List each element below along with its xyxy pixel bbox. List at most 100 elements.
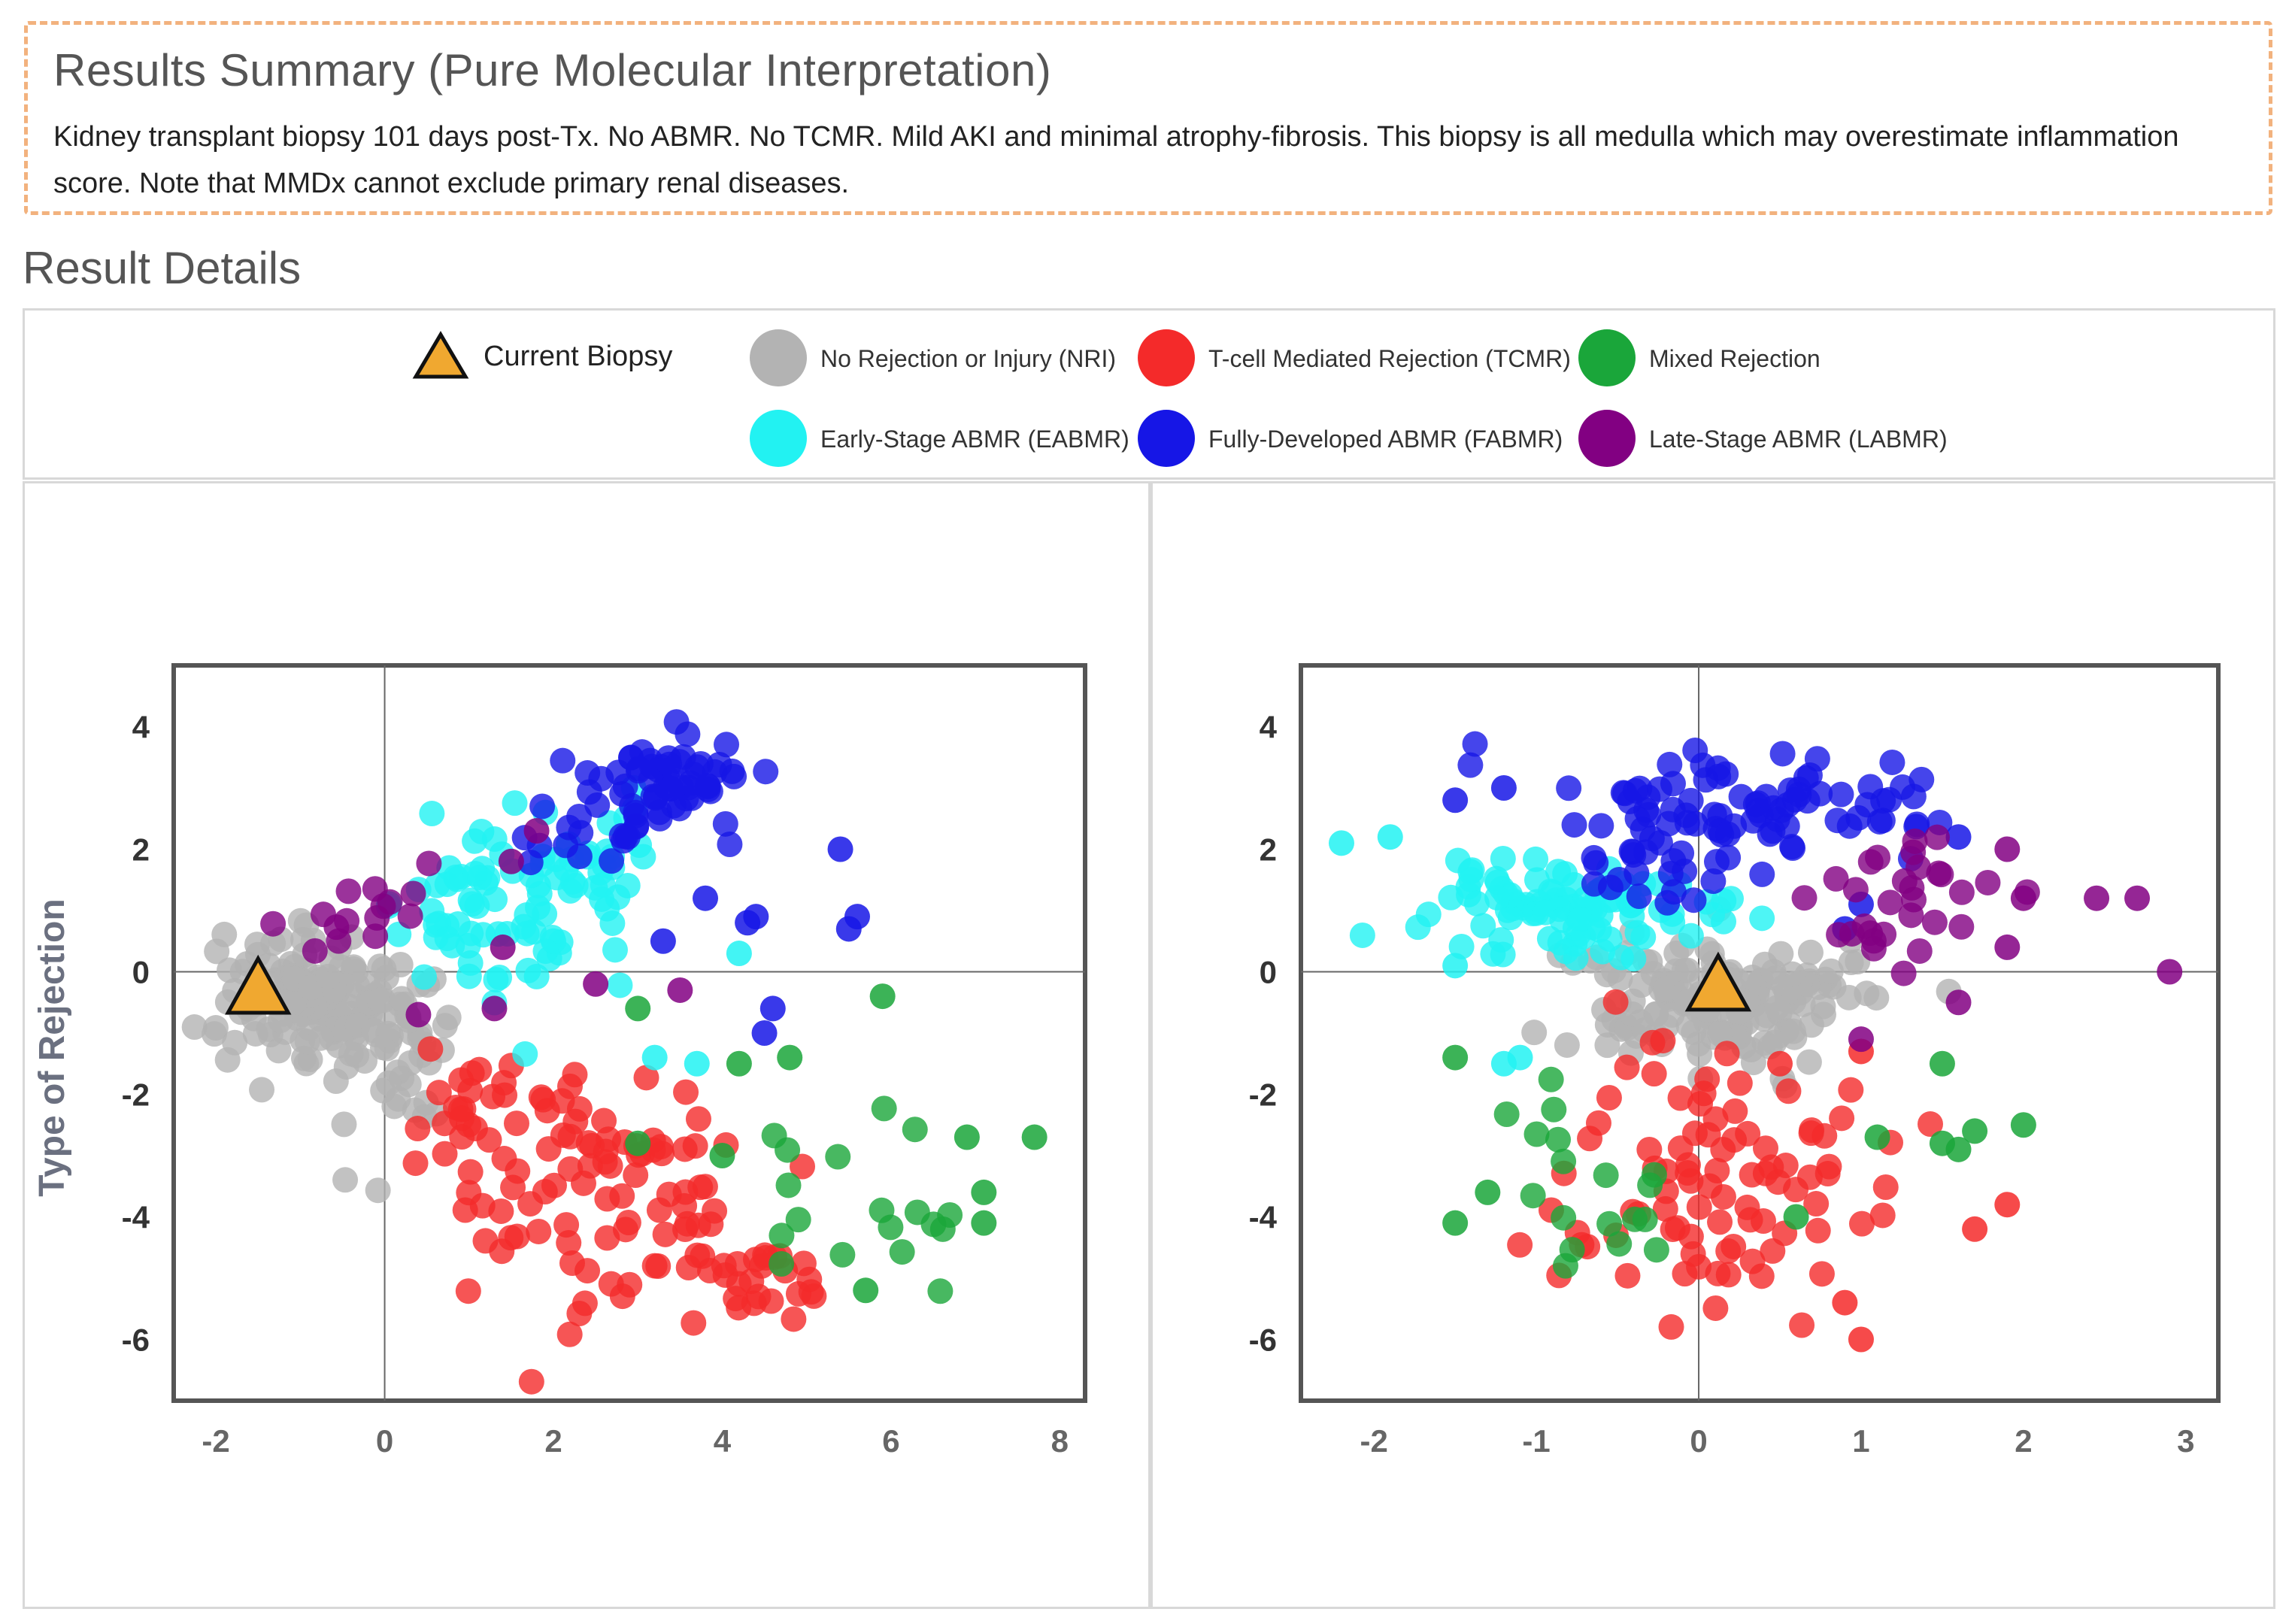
point-tcmr — [472, 1228, 499, 1254]
point-fabmr — [1769, 741, 1796, 767]
point-nri — [1594, 1032, 1620, 1059]
current-biopsy-marker — [224, 954, 292, 1015]
point-fabmr — [1713, 761, 1739, 787]
point-tcmr — [741, 1290, 767, 1316]
legend-dot-eabmr — [750, 410, 807, 467]
point-tcmr — [1614, 1262, 1641, 1289]
legend: Current Biopsy No Rejection or Injury (N… — [23, 308, 2275, 480]
point-tcmr — [526, 1218, 552, 1244]
point-fabmr — [1581, 871, 1607, 897]
point-nri — [432, 1013, 458, 1039]
point-eabmr — [514, 920, 540, 947]
point-mixed — [769, 1223, 795, 1249]
point-mixed — [1606, 1231, 1633, 1257]
point-eabmr — [458, 920, 484, 947]
y-tick-label: -4 — [1249, 1200, 1278, 1235]
point-labmr — [1975, 869, 2001, 895]
point-tcmr — [790, 1153, 816, 1180]
point-tcmr — [1715, 1262, 1742, 1288]
point-eabmr — [1328, 830, 1354, 856]
point-tcmr — [1650, 1028, 1676, 1054]
point-fabmr — [1721, 813, 1748, 839]
point-tcmr — [1962, 1216, 1988, 1242]
point-mixed — [1783, 1204, 1809, 1230]
point-fabmr — [702, 759, 728, 785]
point-nri — [249, 1077, 275, 1103]
point-labmr — [1924, 824, 1951, 850]
point-eabmr — [462, 828, 488, 854]
chart-panel-right: -2 -1 0 1 2 3 -6 -4 -2 0 2 4 — [1151, 481, 2275, 1609]
point-labmr — [1823, 865, 1849, 892]
point-tcmr — [685, 1212, 711, 1238]
point-mixed — [1929, 1050, 1955, 1077]
point-eabmr — [1563, 945, 1589, 971]
point-fabmr — [1681, 887, 1707, 914]
x-tick-label: -2 — [1360, 1423, 1387, 1459]
point-nri — [1797, 939, 1824, 965]
point-tcmr — [432, 1110, 458, 1137]
point-eabmr — [1484, 884, 1511, 910]
legend-label-tcmr: T-cell Mediated Rejection (TCMR) — [1208, 345, 1571, 372]
point-fabmr — [1693, 767, 1719, 793]
point-labmr — [260, 910, 286, 937]
x-tick-label: 0 — [1690, 1423, 1707, 1459]
y-tick-label: -6 — [122, 1323, 150, 1358]
point-tcmr — [1994, 1192, 2021, 1218]
point-tcmr — [480, 1083, 506, 1110]
point-nri — [1739, 964, 1766, 990]
point-tcmr — [1715, 1238, 1742, 1265]
point-tcmr — [1686, 1194, 1712, 1220]
point-labmr — [1994, 934, 2021, 960]
point-fabmr — [714, 732, 740, 758]
point-tcmr — [673, 1079, 699, 1105]
point-tcmr — [1722, 1098, 1748, 1124]
legend-dot-labmr — [1578, 410, 1636, 467]
point-nri — [242, 1020, 268, 1047]
x-tick-label: 8 — [1051, 1423, 1069, 1459]
point-labmr — [334, 907, 360, 934]
point-tcmr — [503, 1110, 529, 1137]
point-labmr — [1877, 889, 1903, 916]
point-nri — [396, 1071, 422, 1098]
point-tcmr — [781, 1306, 807, 1332]
point-labmr — [1848, 1026, 1874, 1053]
point-eabmr — [726, 941, 752, 967]
y-tick-label: 2 — [1260, 832, 1277, 868]
point-tcmr — [796, 1266, 823, 1292]
legend-current-label: Current Biopsy — [484, 341, 672, 372]
point-mixed — [869, 983, 896, 1010]
result-details-title: Result Details — [23, 243, 302, 293]
point-tcmr — [1660, 1216, 1686, 1243]
point-eabmr — [1463, 890, 1490, 917]
point-labmr — [1906, 938, 1933, 964]
point-tcmr — [1739, 1162, 1765, 1188]
point-labmr — [1945, 989, 1972, 1016]
point-tcmr — [681, 1310, 707, 1336]
point-labmr — [1900, 839, 1927, 865]
point-tcmr — [1577, 1126, 1603, 1152]
y-tick-label: 2 — [132, 832, 150, 868]
point-eabmr — [1490, 845, 1516, 871]
legend-dot-nri — [750, 329, 807, 386]
current-biopsy-triangle-icon — [412, 331, 469, 379]
point-nri — [367, 987, 393, 1013]
point-fabmr — [835, 916, 862, 942]
y-tick-label: -4 — [122, 1200, 150, 1235]
legend-label-eabmr: Early-Stage ABMR (EABMR) — [820, 426, 1129, 453]
point-tcmr — [672, 1192, 698, 1219]
point-eabmr — [559, 868, 586, 895]
point-mixed — [902, 1116, 928, 1143]
point-fabmr — [1660, 847, 1687, 874]
point-fabmr — [1462, 731, 1488, 757]
point-labmr — [583, 971, 609, 997]
point-mixed — [871, 1095, 897, 1122]
point-tcmr — [645, 1253, 672, 1279]
point-tcmr — [517, 1191, 544, 1217]
point-labmr — [1921, 909, 1948, 935]
point-eabmr — [411, 964, 438, 990]
point-nri — [1764, 995, 1790, 1021]
point-labmr — [490, 934, 516, 960]
point-tcmr — [1848, 1326, 1874, 1353]
point-labmr — [335, 878, 362, 904]
point-mixed — [904, 1199, 930, 1226]
